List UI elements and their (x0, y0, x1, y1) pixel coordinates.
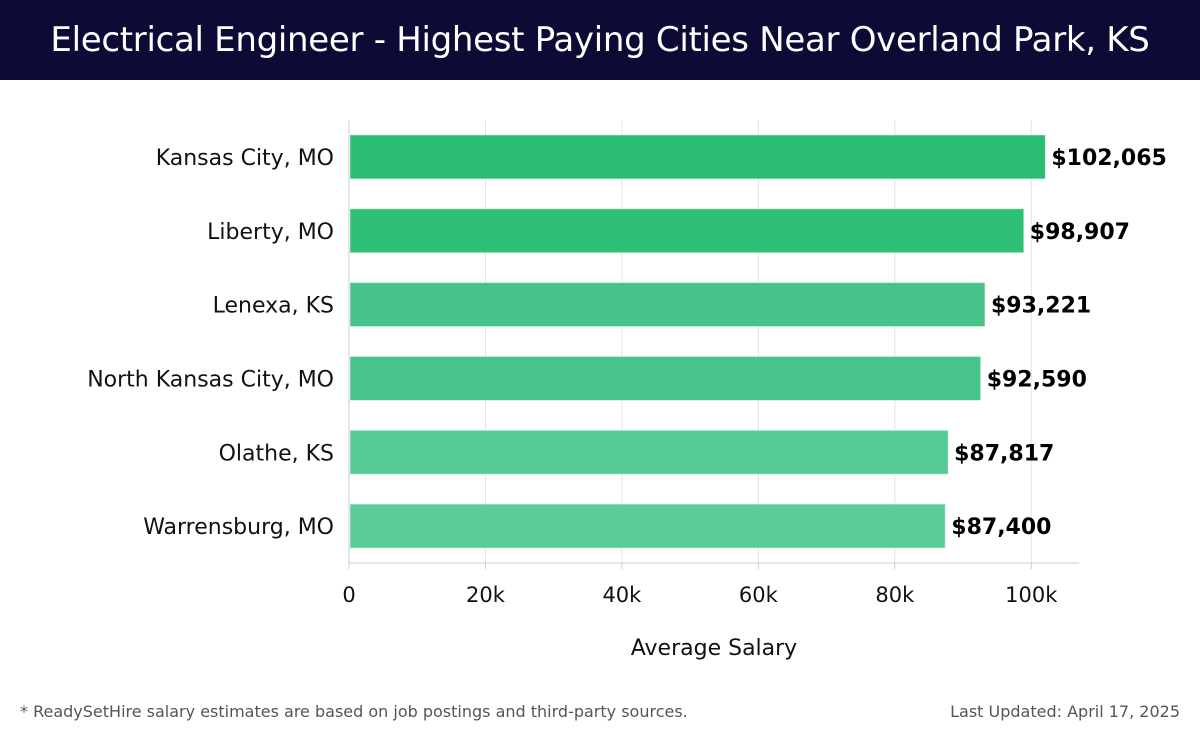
footnote: * ReadySetHire salary estimates are base… (20, 702, 688, 721)
header-bar: Electrical Engineer - Highest Paying Cit… (0, 0, 1200, 80)
data-label: $98,907 (1030, 220, 1130, 245)
bar (349, 503, 946, 549)
x-tick-label: 80k (875, 583, 915, 607)
bar (349, 282, 986, 328)
bar (349, 134, 1046, 180)
x-tick-label: 100k (1005, 583, 1058, 607)
data-label: $87,400 (951, 515, 1051, 540)
salary-bar-chart: 0 20k 40k 60k 80k 100k Kansas City, MO $102,065… (87, 120, 1167, 661)
x-tick-label: 60k (739, 583, 779, 607)
page-title: Electrical Engineer - Highest Paying Cit… (50, 20, 1150, 60)
x-tick-label: 20k (466, 583, 506, 607)
data-label: $93,221 (991, 294, 1091, 319)
bar (349, 429, 949, 475)
data-label: $87,817 (954, 441, 1054, 466)
data-label: $92,590 (987, 367, 1087, 392)
bar (349, 355, 982, 401)
category-label: Kansas City, MO (156, 146, 334, 171)
labels: 0 20k 40k 60k 80k 100k Kansas City, MO $102,065… (87, 146, 1167, 661)
bars (349, 134, 1046, 549)
last-updated: Last Updated: April 17, 2025 (950, 702, 1180, 721)
bar (349, 208, 1025, 254)
category-label: Lenexa, KS (213, 294, 334, 319)
data-label: $102,065 (1051, 146, 1167, 171)
category-label: Liberty, MO (207, 220, 334, 245)
category-label: Olathe, KS (219, 441, 334, 466)
x-axis-title: Average Salary (631, 636, 797, 661)
axes (348, 120, 1079, 569)
x-tick-label: 40k (602, 583, 642, 607)
grid-lines (348, 120, 1032, 563)
category-label: North Kansas City, MO (87, 367, 334, 392)
category-label: Warrensburg, MO (143, 515, 334, 540)
x-tick-label: 0 (342, 583, 355, 607)
